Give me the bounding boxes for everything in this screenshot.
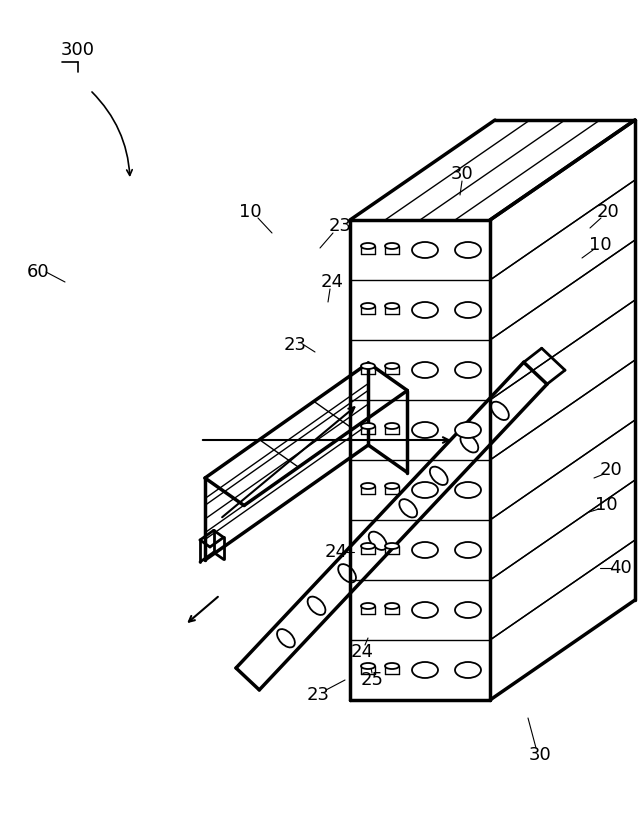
Text: 20: 20 <box>596 203 620 221</box>
Ellipse shape <box>455 302 481 318</box>
Ellipse shape <box>361 543 375 549</box>
Ellipse shape <box>412 662 438 678</box>
Ellipse shape <box>455 422 481 438</box>
Ellipse shape <box>361 243 375 249</box>
Ellipse shape <box>412 362 438 378</box>
Text: 23: 23 <box>328 217 351 235</box>
Ellipse shape <box>412 302 438 318</box>
Ellipse shape <box>385 663 399 669</box>
Ellipse shape <box>455 602 481 618</box>
Text: 23: 23 <box>307 686 330 704</box>
Ellipse shape <box>385 303 399 309</box>
Ellipse shape <box>412 602 438 618</box>
Ellipse shape <box>455 362 481 378</box>
Text: 10: 10 <box>589 236 611 254</box>
Text: 24: 24 <box>321 273 344 291</box>
Text: 25: 25 <box>360 671 383 689</box>
Ellipse shape <box>361 603 375 609</box>
Ellipse shape <box>361 663 375 669</box>
Ellipse shape <box>412 242 438 258</box>
Text: 300: 300 <box>61 41 95 59</box>
Text: 24: 24 <box>351 643 374 661</box>
Text: 24: 24 <box>324 543 348 561</box>
Ellipse shape <box>455 542 481 558</box>
Ellipse shape <box>385 603 399 609</box>
Ellipse shape <box>385 423 399 429</box>
Ellipse shape <box>412 542 438 558</box>
Text: 23: 23 <box>284 336 307 354</box>
Ellipse shape <box>412 482 438 498</box>
Ellipse shape <box>455 662 481 678</box>
Ellipse shape <box>385 483 399 489</box>
Ellipse shape <box>361 483 375 489</box>
Text: 30: 30 <box>529 746 552 764</box>
Ellipse shape <box>385 243 399 249</box>
Text: 60: 60 <box>27 263 49 281</box>
Ellipse shape <box>455 242 481 258</box>
Ellipse shape <box>455 482 481 498</box>
Ellipse shape <box>412 422 438 438</box>
Ellipse shape <box>385 543 399 549</box>
Text: 30: 30 <box>451 165 474 183</box>
Ellipse shape <box>361 423 375 429</box>
Text: 40: 40 <box>609 559 632 577</box>
Ellipse shape <box>361 363 375 369</box>
Text: 10: 10 <box>595 496 618 514</box>
FancyArrowPatch shape <box>92 92 132 176</box>
Ellipse shape <box>361 303 375 309</box>
Text: 20: 20 <box>600 461 622 479</box>
Ellipse shape <box>385 363 399 369</box>
Text: 10: 10 <box>239 203 261 221</box>
